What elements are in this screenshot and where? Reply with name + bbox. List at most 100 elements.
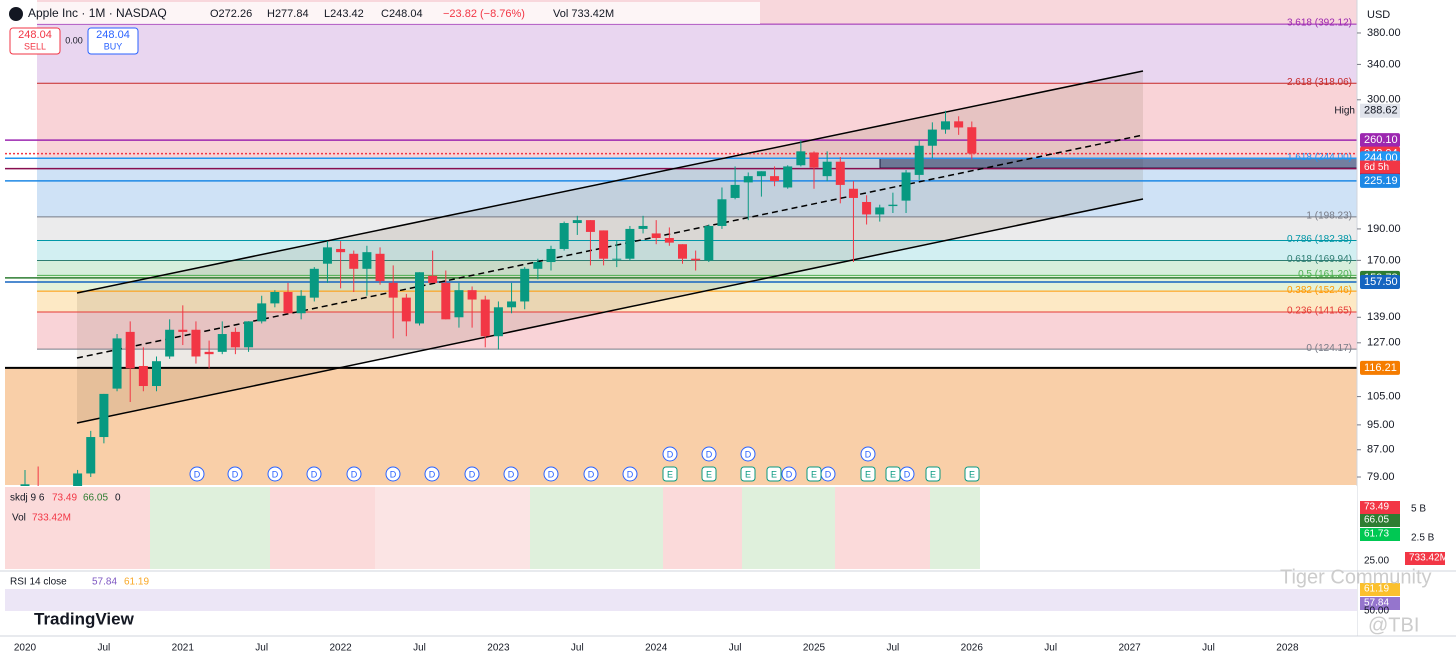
ind-axis-label: 50.00 <box>1364 606 1389 617</box>
candle-body <box>822 161 832 177</box>
fib-label: 0.618 (169.94) <box>1287 254 1352 265</box>
ind-axis-label: 66.05 <box>1364 515 1389 526</box>
event-label: D <box>469 469 476 479</box>
fib-label: 3.618 (392.12) <box>1287 18 1352 29</box>
price-label: 116.21 <box>1364 362 1397 374</box>
candle-body <box>480 299 490 337</box>
event-label: D <box>508 469 515 479</box>
x-tick-label: Jul <box>413 643 426 654</box>
candle-body <box>467 290 477 300</box>
osc-zone <box>530 487 663 569</box>
y-tick-label: 127.00 <box>1367 337 1401 349</box>
candle-body <box>230 331 240 348</box>
candle-body <box>835 161 845 185</box>
box-zone <box>879 157 1358 169</box>
candle-body <box>322 247 332 264</box>
fib-label: 0.5 (161.20) <box>1298 269 1352 280</box>
candle-body <box>493 307 503 337</box>
event-badge <box>662 466 678 482</box>
candle-body <box>743 176 753 183</box>
event-label: D <box>232 469 239 479</box>
ind-value: 61.19 <box>124 577 149 588</box>
x-tick-label: 2021 <box>172 643 195 654</box>
ind-label: skdj 9 6 <box>10 493 45 504</box>
event-badge <box>860 446 876 462</box>
candle-body <box>546 248 556 263</box>
sell-btn <box>9 27 61 55</box>
candle-body <box>401 297 411 322</box>
event-label: E <box>745 469 751 479</box>
ind-axis-label: 61.73 <box>1364 529 1389 540</box>
candle-body <box>336 248 346 253</box>
candle-body <box>941 121 950 130</box>
event-label: E <box>890 469 896 479</box>
event-label: E <box>706 469 712 479</box>
ohlc: Vol 733.42M <box>553 8 614 20</box>
candle-body <box>428 275 438 283</box>
price-label: 260.10 <box>1364 134 1398 146</box>
countdown-box <box>1360 160 1400 174</box>
event-badge <box>189 466 205 482</box>
event-label: D <box>194 469 201 479</box>
y-tick-label: 95.00 <box>1367 419 1395 431</box>
event-label: D <box>272 469 279 479</box>
handle: @TBI <box>1368 614 1419 636</box>
candle-body <box>217 334 227 352</box>
x-tick-label: 2027 <box>1118 643 1141 654</box>
candle-body <box>967 127 977 154</box>
candle-body <box>612 258 622 260</box>
fib-label: 2.618 (318.06) <box>1287 77 1352 88</box>
event-label: E <box>865 469 871 479</box>
candle-body <box>638 225 648 229</box>
candle-body <box>572 220 582 224</box>
y-tick-label: 380.00 <box>1367 27 1401 39</box>
event-badge <box>766 466 782 482</box>
event-badge <box>662 446 678 462</box>
fib-zone <box>37 311 1357 350</box>
channel-lower <box>76 198 1144 424</box>
event-label: D <box>706 449 713 459</box>
fib-zone <box>37 291 1357 312</box>
y-tick-label: 139.00 <box>1367 311 1401 323</box>
candle-body <box>520 268 530 302</box>
event-badge <box>740 466 756 482</box>
candle-body <box>86 437 96 474</box>
currency: USD <box>1367 9 1390 21</box>
x-tick-label: 2025 <box>803 643 826 654</box>
ind-box <box>1360 528 1400 541</box>
candle-body <box>796 151 806 166</box>
fib-zone <box>37 83 1357 159</box>
sell: SELL <box>24 41 46 51</box>
ind-value: 733.42M <box>32 513 71 524</box>
candle-body <box>204 351 214 355</box>
price-label: 157.50 <box>1364 276 1398 288</box>
event-label: D <box>904 469 911 479</box>
candle-body <box>901 172 911 201</box>
ind-box <box>1405 552 1445 565</box>
candle-body <box>349 253 359 269</box>
candle-body <box>125 331 135 369</box>
x-tick-label: Jul <box>729 643 742 654</box>
event-badge <box>964 466 980 482</box>
candle-body <box>388 282 398 298</box>
candle-body <box>191 329 201 357</box>
ohlc: C248.04 <box>381 8 423 20</box>
ohlc: H277.84 <box>267 8 309 20</box>
candle-body <box>533 262 543 269</box>
fib-label: 0.382 (152.46) <box>1287 285 1352 296</box>
candle-body <box>927 129 937 146</box>
price-box <box>1360 173 1400 188</box>
rsi-band <box>5 589 1357 611</box>
event-badge <box>622 466 638 482</box>
event-badge <box>267 466 283 482</box>
osc-zone <box>742 487 835 569</box>
candle-body <box>730 184 740 198</box>
ind-label: RSI 14 close <box>10 577 67 588</box>
ind-box <box>1360 583 1400 596</box>
ohlc: −23.82 (−8.76%) <box>443 8 525 20</box>
event-badge <box>306 466 322 482</box>
price-box <box>1360 133 1400 148</box>
event-badge <box>583 466 599 482</box>
price-label: 225.19 <box>1364 175 1398 187</box>
candle-body <box>691 258 701 261</box>
